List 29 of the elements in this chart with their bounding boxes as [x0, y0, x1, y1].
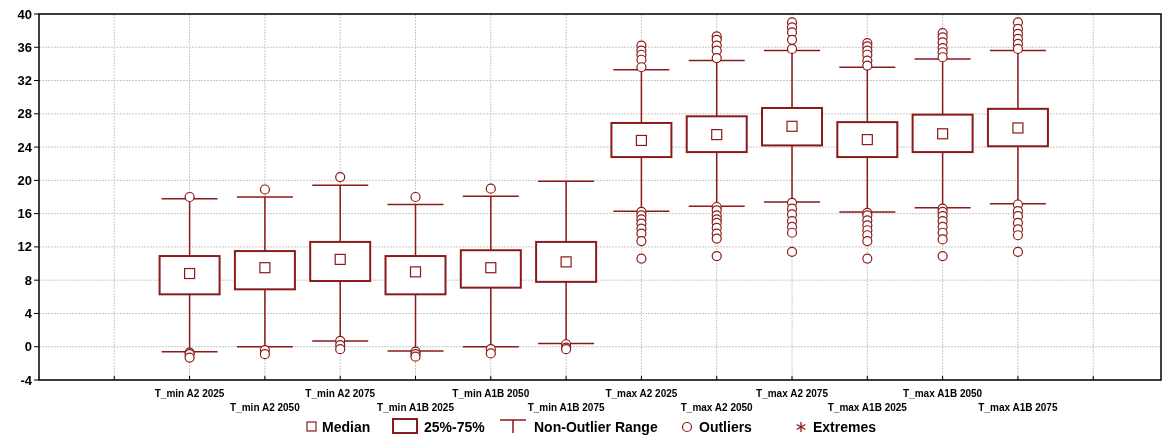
text: Non-Outlier Range	[534, 419, 658, 435]
x-tick-label: T_min A1B 2050	[452, 388, 530, 399]
text: Median	[322, 419, 371, 435]
x-tick-label: T_max A1B 2050	[903, 388, 983, 399]
y-tick-label: 40	[17, 6, 32, 22]
x-tick-label: T_min A2 2025	[154, 388, 225, 399]
y-tick-label: 28	[17, 106, 32, 122]
y-tick-label: -4	[20, 372, 33, 388]
y-tick-label: 16	[17, 206, 32, 222]
y-tick-label: 20	[17, 172, 32, 188]
text: Outliers	[699, 419, 753, 435]
x-tick-label: T_min A1B 2025	[377, 402, 455, 413]
text: 25%-75%	[424, 419, 486, 435]
y-tick-label: 0	[24, 339, 32, 355]
x-tick-label: T_max A2 2050	[680, 402, 754, 413]
y-tick-label: 4	[24, 306, 33, 321]
text: Extremes	[813, 419, 877, 435]
x-tick-label: T_min A2 2075	[305, 388, 376, 399]
x-tick-label: T_max A1B 2075	[978, 402, 1058, 413]
x-tick-label: T_max A2 2025	[605, 388, 678, 399]
x-tick-label: T_max A2 2075	[756, 388, 829, 399]
y-tick-label: 8	[24, 272, 32, 288]
x-tick-label: T_min A2 2050	[230, 402, 301, 413]
y-tick-label: 32	[17, 73, 32, 89]
y-tick-label: 24	[17, 139, 33, 155]
y-tick-label: 36	[17, 39, 32, 55]
x-tick-label: T_max A1B 2025	[827, 402, 908, 413]
y-tick-label: 12	[17, 239, 32, 255]
x-tick-label: T_min A1B 2075	[527, 402, 605, 413]
